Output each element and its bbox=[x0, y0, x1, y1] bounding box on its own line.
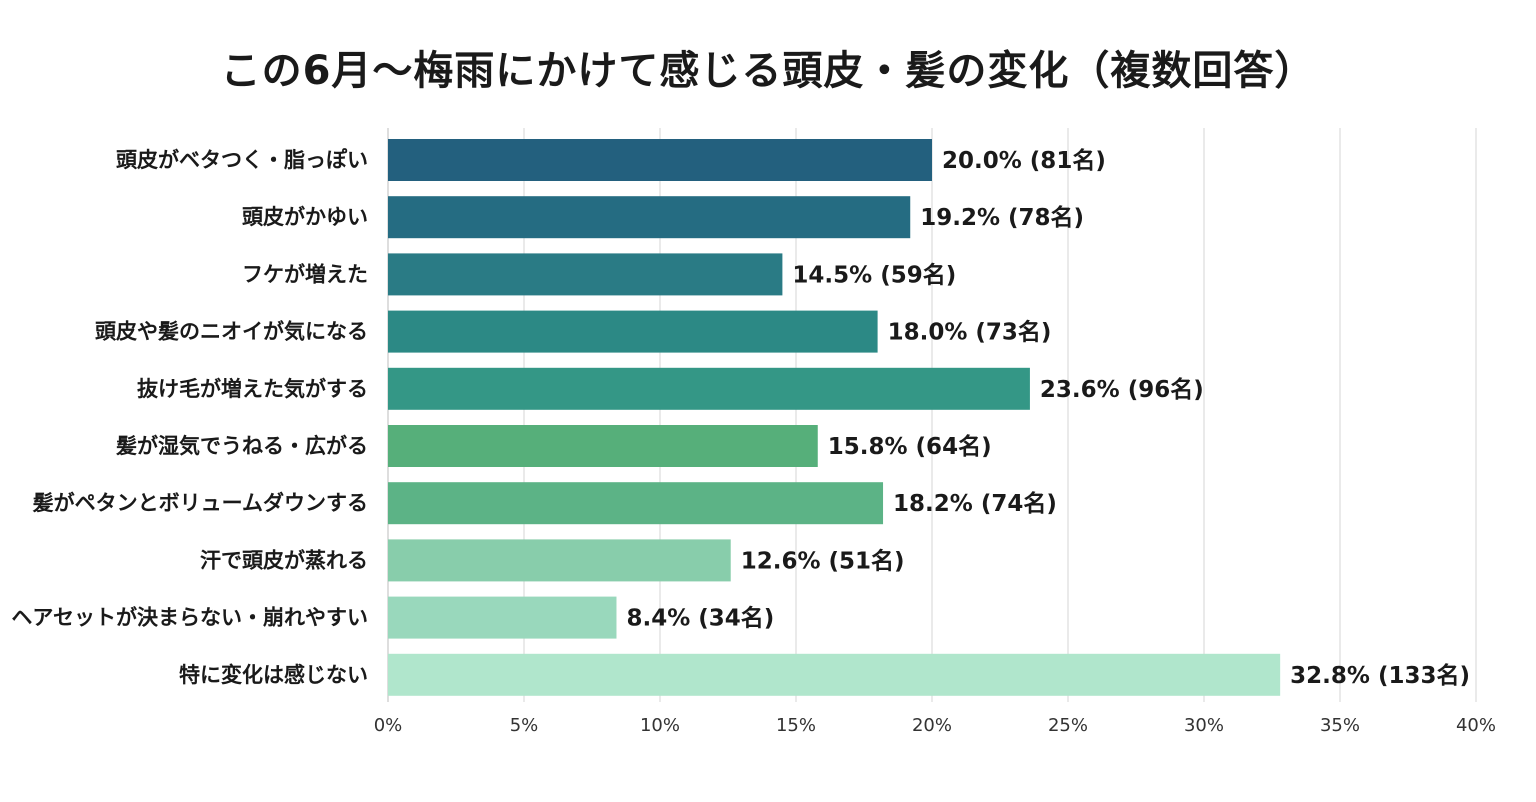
bar bbox=[388, 653, 1281, 696]
bar bbox=[388, 253, 783, 296]
x-tick-label: 25% bbox=[1048, 715, 1088, 736]
data-label: 18.0% (73名) bbox=[888, 319, 1052, 346]
chart-title: この6月〜梅雨にかけて感じる頭皮・髪の変化（複数回答） bbox=[220, 48, 1316, 94]
bar bbox=[388, 596, 617, 639]
bar bbox=[388, 196, 911, 239]
data-label: 14.5% (59名) bbox=[792, 261, 956, 288]
bar bbox=[388, 310, 878, 353]
bar bbox=[388, 482, 884, 525]
data-label: 19.2% (78名) bbox=[920, 204, 1084, 231]
bar bbox=[388, 139, 932, 181]
x-tick-label: 20% bbox=[912, 715, 952, 736]
x-axis-ticks: 0% 5% 10% 15% 20% 25% 30% 35% 40% bbox=[374, 715, 1496, 736]
category-label: ヘアセットが決まらない・崩れやすい bbox=[11, 606, 368, 630]
x-tick-label: 40% bbox=[1456, 715, 1496, 736]
bar bbox=[388, 367, 1030, 410]
data-labels: 20.0% (81名) 19.2% (78名) 14.5% (59名) 18.0% (… bbox=[626, 147, 1470, 689]
category-label: 髪がペタンとボリュームダウンする bbox=[32, 491, 368, 515]
category-labels: 頭皮がベタつく・脂っぽい頭皮がかゆいフケが増えた頭皮や髪のニオイが気になる抜け毛… bbox=[11, 148, 368, 687]
category-label: 特に変化は感じない bbox=[179, 663, 368, 687]
x-tick-label: 30% bbox=[1184, 715, 1224, 736]
x-tick-label: 10% bbox=[640, 715, 680, 736]
x-tick-label: 35% bbox=[1320, 715, 1360, 736]
bar bbox=[388, 539, 731, 582]
bar bbox=[388, 425, 818, 467]
data-label: 18.2% (74名) bbox=[893, 490, 1057, 517]
data-label: 8.4% (34名) bbox=[626, 605, 774, 632]
category-label: 頭皮がかゆい bbox=[242, 205, 368, 229]
data-label: 20.0% (81名) bbox=[942, 147, 1106, 174]
category-label: 頭皮や髪のニオイが気になる bbox=[95, 320, 368, 344]
data-label: 23.6% (96名) bbox=[1040, 376, 1204, 403]
data-label: 12.6% (51名) bbox=[741, 547, 905, 574]
x-tick-label: 5% bbox=[510, 715, 539, 736]
data-label: 15.8% (64名) bbox=[828, 433, 992, 460]
category-label: 髪が湿気でうねる・広がる bbox=[115, 434, 368, 458]
category-label: フケが増えた bbox=[242, 262, 368, 286]
x-tick-label: 0% bbox=[374, 715, 403, 736]
bars bbox=[388, 139, 1281, 696]
data-label: 32.8% (133名) bbox=[1290, 662, 1470, 689]
category-label: 頭皮がベタつく・脂っぽい bbox=[116, 148, 368, 172]
category-label: 抜け毛が増えた気がする bbox=[137, 377, 368, 401]
x-tick-label: 15% bbox=[776, 715, 816, 736]
category-label: 汗で頭皮が蒸れる bbox=[200, 548, 368, 572]
